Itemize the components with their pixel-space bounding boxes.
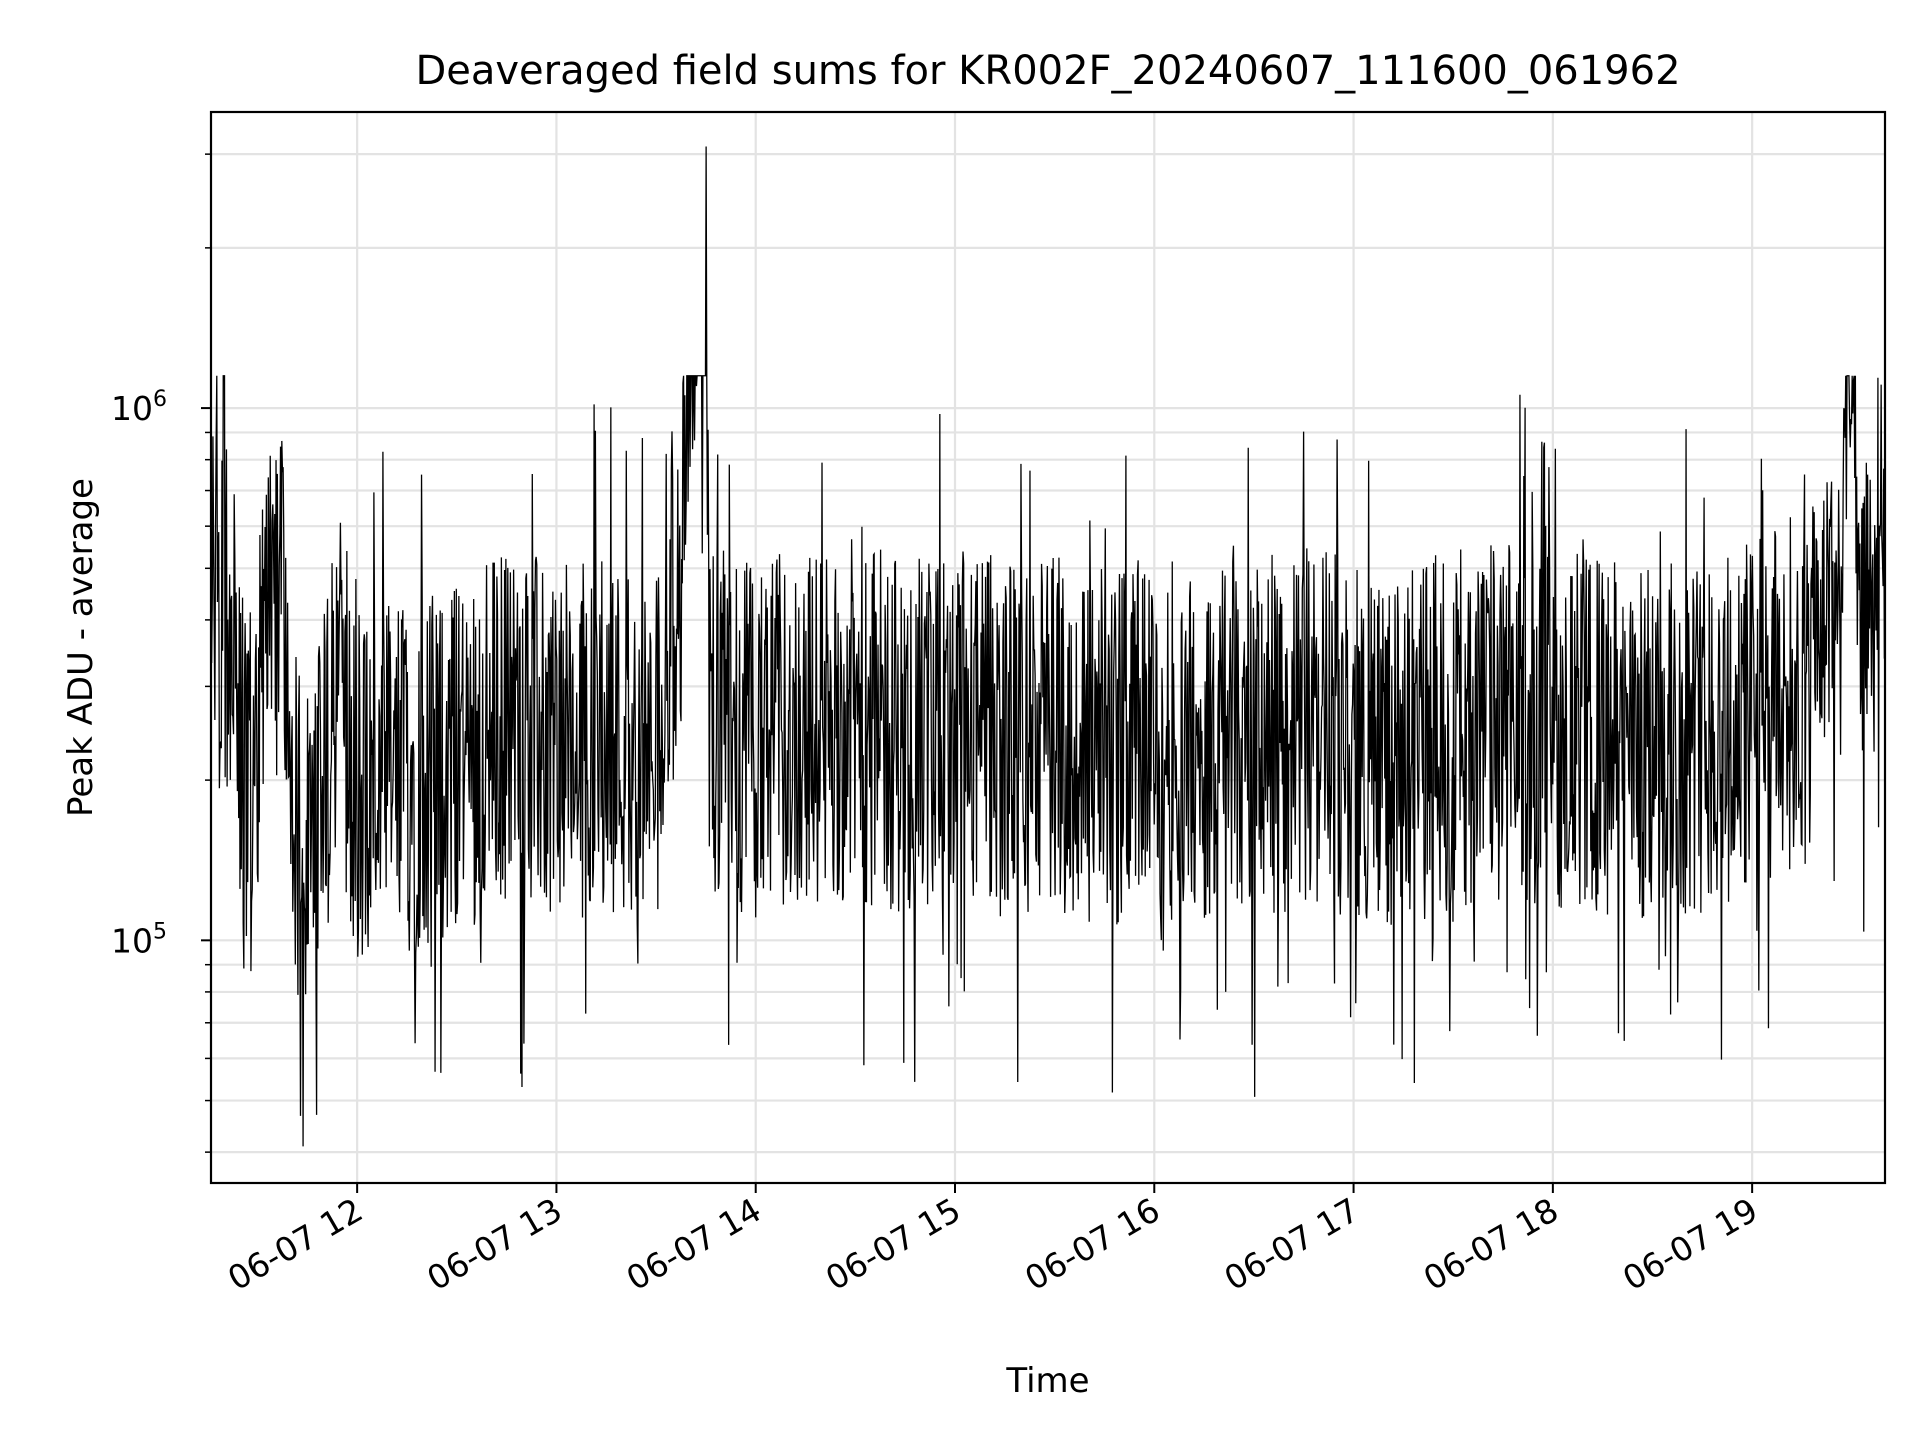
plot-frame [209, 110, 1887, 1185]
series-line [210, 146, 1886, 1147]
y-tick-label: 106 [111, 387, 167, 428]
chart-title: Deaveraged field sums for KR002F_2024060… [415, 48, 1680, 94]
y-axis: 105 106 [111, 153, 211, 1153]
y-axis-label: Peak ADU - average [61, 478, 101, 817]
y-tick-label: 105 [111, 919, 167, 960]
x-axis-label: Time [1005, 1361, 1089, 1401]
series-layer [210, 146, 1886, 1147]
